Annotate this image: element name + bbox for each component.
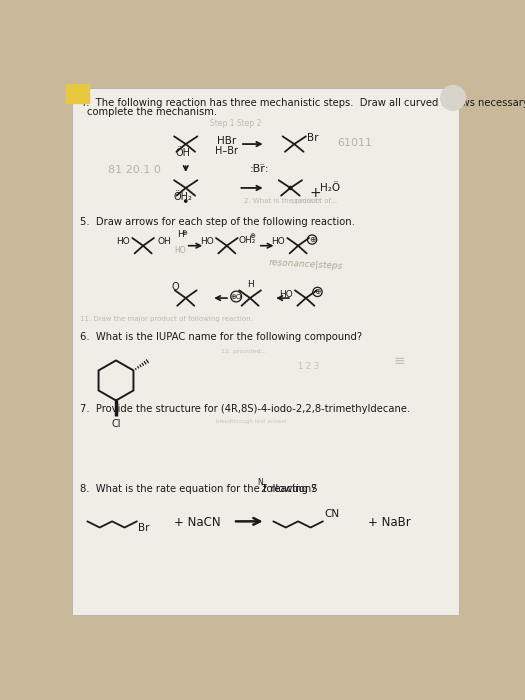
Text: :Br̈:: :Br̈: bbox=[249, 164, 269, 174]
Text: ⊕: ⊕ bbox=[249, 234, 255, 239]
Text: ⊕O: ⊕O bbox=[230, 293, 242, 300]
Text: 6.  What is the IUPAC name for the following compound?: 6. What is the IUPAC name for the follow… bbox=[80, 332, 362, 342]
Text: 11. Draw the major product of following reaction.: 11. Draw the major product of following … bbox=[80, 316, 253, 322]
Text: Br: Br bbox=[308, 133, 319, 143]
Text: H: H bbox=[247, 280, 254, 288]
Text: Step 1 Step 2: Step 1 Step 2 bbox=[211, 119, 262, 128]
Text: products: products bbox=[291, 198, 321, 204]
Circle shape bbox=[289, 186, 292, 190]
Text: ÖH₂: ÖH₂ bbox=[174, 192, 193, 202]
Text: 7.  Provide the structure for (4R,8S)-4-iodo-2,2,8-trimethyldecane.: 7. Provide the structure for (4R,8S)-4-i… bbox=[80, 403, 410, 414]
Text: bleedthrough text answer: bleedthrough text answer bbox=[216, 419, 287, 423]
Text: ÖH: ÖH bbox=[176, 148, 191, 158]
Text: OH₂: OH₂ bbox=[238, 236, 256, 245]
FancyBboxPatch shape bbox=[72, 88, 459, 615]
Text: +: + bbox=[310, 186, 321, 200]
Text: CN: CN bbox=[324, 509, 340, 519]
Text: 4.  The following reaction has three mechanistic steps.  Draw all curved arrows : 4. The following reaction has three mech… bbox=[80, 98, 525, 108]
Text: + NaCN: + NaCN bbox=[174, 517, 220, 529]
Text: 8.  What is the rate equation for the following S: 8. What is the rate equation for the fol… bbox=[80, 484, 317, 494]
Text: 2 reaction?: 2 reaction? bbox=[261, 484, 317, 494]
Text: + NaBr: + NaBr bbox=[368, 517, 411, 529]
Text: N: N bbox=[257, 477, 263, 486]
Text: Cl: Cl bbox=[111, 419, 121, 429]
Text: ⊕: ⊕ bbox=[181, 230, 187, 236]
Text: 61011: 61011 bbox=[337, 138, 372, 148]
Text: 81 20.1 0: 81 20.1 0 bbox=[108, 164, 161, 174]
Text: Br: Br bbox=[139, 523, 150, 533]
Text: HO: HO bbox=[174, 246, 186, 256]
Text: 1 2 3: 1 2 3 bbox=[298, 362, 319, 371]
Text: H₂Ö: H₂Ö bbox=[320, 183, 340, 193]
Text: complete the mechanism.: complete the mechanism. bbox=[87, 107, 217, 117]
Text: ⊕: ⊕ bbox=[309, 235, 315, 244]
Text: HBr: HBr bbox=[217, 136, 236, 146]
Text: HO: HO bbox=[271, 237, 285, 246]
Text: 5.  Draw arrows for each step of the following reaction.: 5. Draw arrows for each step of the foll… bbox=[80, 217, 354, 228]
Circle shape bbox=[185, 200, 187, 202]
Text: OH: OH bbox=[157, 237, 171, 246]
Text: O: O bbox=[171, 282, 178, 293]
Text: ≡: ≡ bbox=[393, 354, 405, 368]
Text: HO: HO bbox=[116, 237, 130, 246]
Text: H–Br: H–Br bbox=[215, 146, 238, 155]
Text: ⊕: ⊕ bbox=[314, 288, 321, 296]
Text: resonance|steps: resonance|steps bbox=[269, 258, 343, 271]
Text: 12. provided...: 12. provided... bbox=[220, 349, 266, 354]
Text: HO: HO bbox=[279, 290, 293, 299]
Text: 2. What is the product of...: 2. What is the product of... bbox=[244, 198, 337, 204]
Circle shape bbox=[440, 85, 466, 110]
Text: H: H bbox=[177, 230, 184, 239]
Text: HO: HO bbox=[200, 237, 214, 246]
